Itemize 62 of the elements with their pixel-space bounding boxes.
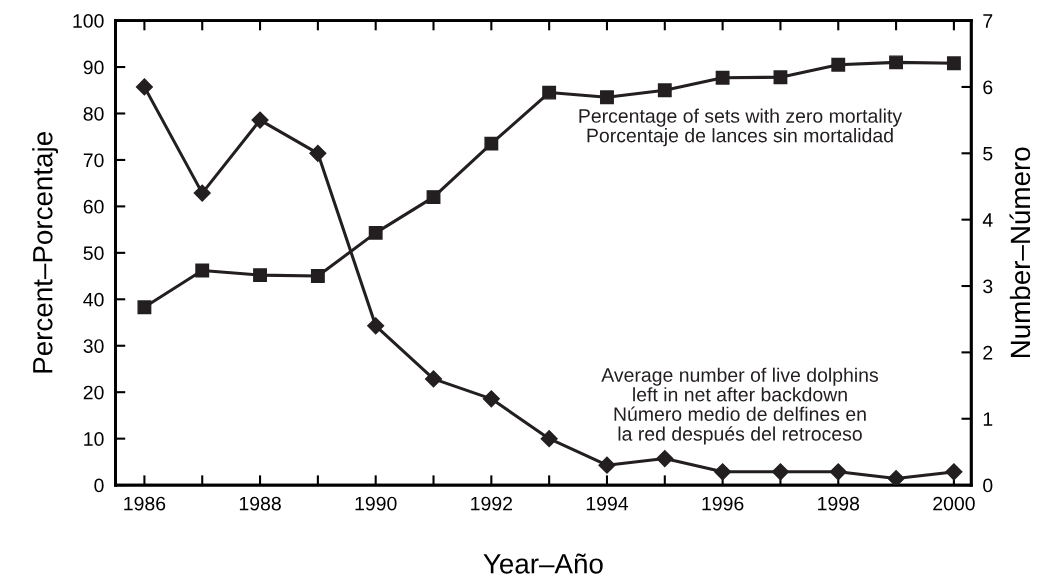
x-tick-label: 1990 — [355, 496, 397, 511]
point — [251, 111, 269, 129]
x-tick-label: 1994 — [586, 496, 629, 511]
point — [426, 190, 441, 205]
series-label: Average number of live dolphins left in net after backdown Número medio de delfines en la red después del retroceso — [601, 367, 878, 445]
point — [657, 83, 672, 98]
x-tick-label: 1998 — [818, 496, 860, 511]
point — [367, 317, 385, 335]
point — [656, 450, 674, 468]
point — [715, 70, 730, 85]
point — [137, 300, 152, 315]
point — [195, 263, 210, 278]
point — [829, 463, 847, 481]
y2-tick-label: 1 — [983, 412, 993, 426]
x-axis-title: Year–Año — [483, 553, 603, 574]
point — [598, 456, 616, 474]
x-tick-label: 1986 — [124, 496, 166, 511]
series-label: Percentage of sets with zero mortality Porcentaje de lances sin mortalidad — [579, 108, 903, 147]
point — [193, 184, 211, 202]
point — [771, 463, 789, 481]
point — [484, 136, 499, 151]
point — [135, 78, 153, 96]
y2-tick-label: 4 — [982, 213, 993, 227]
point — [310, 269, 325, 284]
y2-tick-label: 6 — [983, 80, 993, 95]
point — [309, 144, 327, 162]
y-tick-label: 100 — [73, 14, 104, 28]
y2-tick-label: 2 — [983, 345, 993, 360]
x-tick-label: 1988 — [239, 496, 281, 511]
x-tick-label: 2000 — [933, 496, 975, 511]
point — [424, 370, 443, 388]
y-tick-label: 20 — [83, 385, 104, 400]
y-tick-label: 60 — [83, 199, 104, 214]
x-tick-label: 1992 — [471, 496, 512, 511]
y-axis-title: Percent–Porcentaje — [32, 132, 59, 373]
y2-tick-label: 3 — [983, 279, 993, 294]
point — [887, 469, 905, 486]
point — [714, 463, 732, 481]
point — [253, 268, 267, 283]
y-tick-label: 0 — [94, 478, 104, 493]
y-tick-label: 40 — [83, 292, 104, 307]
point — [945, 463, 963, 481]
point — [889, 55, 904, 70]
y-tick-label: 50 — [83, 246, 104, 261]
x-tick-label: 1996 — [702, 496, 744, 511]
point — [600, 90, 614, 105]
y-tick-label: 80 — [83, 106, 104, 121]
y2-axis-title: Number–Número — [1009, 147, 1031, 358]
point — [482, 390, 500, 408]
y-tick-label: 90 — [83, 60, 104, 75]
y2-tick-label: 7 — [983, 14, 993, 28]
point — [831, 57, 846, 72]
point — [368, 225, 383, 240]
point — [946, 56, 961, 71]
y-tick-label: 30 — [83, 339, 104, 353]
point — [773, 70, 788, 85]
point — [540, 430, 558, 448]
point — [542, 85, 557, 100]
y-tick-label: 10 — [84, 432, 104, 446]
y2-tick-label: 0 — [983, 478, 993, 493]
y-tick-label: 70 — [83, 153, 104, 168]
y2-tick-label: 5 — [983, 146, 993, 161]
